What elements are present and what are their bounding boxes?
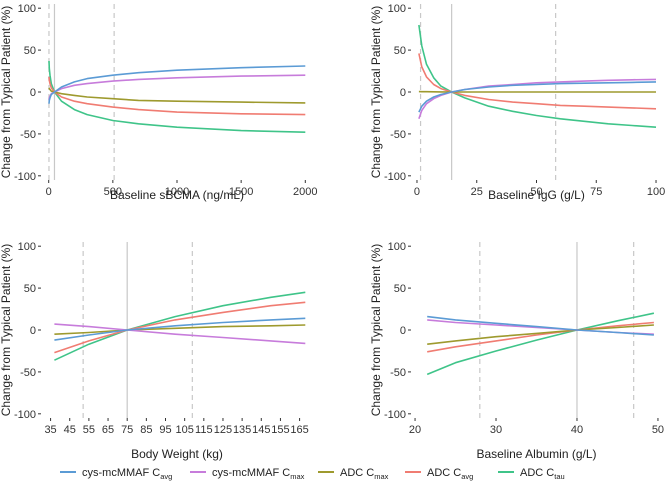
y-tick-label: 0	[400, 87, 406, 99]
series-line-adc-ctau	[419, 25, 656, 127]
legend-label: cys-mcMMAF Cmax	[212, 467, 305, 481]
x-tick-label: 115	[195, 424, 213, 436]
series-line-cys-mcmmaf-cavg	[54, 318, 305, 340]
x-tick-label: 35	[44, 424, 56, 436]
y-tick-label: -100	[384, 409, 406, 421]
x-tick-label: 0	[46, 186, 52, 198]
y-tick-label: -100	[14, 409, 36, 421]
x-tick-label: 20	[409, 424, 421, 436]
x-tick-label: 50	[652, 424, 664, 436]
legend-label: ADC Cavg	[427, 467, 473, 481]
x-axis-label: Baseline sBCMA (ng/mL)	[110, 188, 244, 202]
x-tick-label: 2000	[293, 186, 317, 198]
legend-label: ADC Cmax	[340, 467, 389, 481]
panel-4: -100 -50 0 50 100 20 30 40 50 Baseline Albumin (g…	[369, 241, 664, 461]
series-line-adc-cmax	[49, 88, 305, 103]
y-tick-label: -50	[20, 129, 36, 141]
y-tick-label: 0	[30, 87, 36, 99]
x-tick-label: 40	[571, 424, 583, 436]
x-axis-label: Baseline IgG (g/L)	[488, 188, 585, 202]
series-line-cys-mcmmaf-cmax	[419, 79, 656, 118]
y-axis-label: Change from Typical Patient (%)	[0, 6, 13, 179]
y-tick-label: 100	[18, 241, 36, 253]
x-tick-label: 165	[290, 424, 308, 436]
x-tick-label: 55	[83, 424, 95, 436]
y-tick-label: -50	[390, 367, 406, 379]
y-tick-label: 100	[388, 3, 406, 15]
x-tick-label: 125	[214, 424, 232, 436]
y-tick-label: -50	[20, 367, 36, 379]
x-tick-label: 75	[590, 186, 602, 198]
y-tick-label: 50	[394, 283, 406, 295]
x-tick-label: 155	[271, 424, 289, 436]
legend-label: ADC Ctau	[520, 467, 565, 481]
series-line-cys-mcmmaf-cavg	[49, 66, 305, 104]
x-tick-label: 145	[252, 424, 270, 436]
x-tick-label: 45	[64, 424, 76, 436]
legend: cys-mcMMAF Cavg cys-mcMMAF Cmax ADC Cmax AD…	[60, 467, 565, 481]
y-tick-label: 100	[18, 3, 36, 15]
x-tick-label: 0	[414, 186, 420, 198]
series-line-adc-cavg	[49, 77, 305, 115]
legend-label: cys-mcMMAF Cavg	[82, 467, 172, 481]
x-tick-label: 135	[233, 424, 251, 436]
x-tick-label: 95	[159, 424, 171, 436]
y-tick-label: 50	[394, 45, 406, 57]
y-axis-label: Change from Typical Patient (%)	[0, 244, 13, 417]
y-tick-label: 50	[24, 283, 36, 295]
x-tick-label: 65	[102, 424, 114, 436]
y-tick-label: -100	[384, 171, 406, 183]
x-tick-label: 85	[140, 424, 152, 436]
y-tick-label: 100	[388, 241, 406, 253]
x-tick-label: 75	[121, 424, 133, 436]
y-tick-label: 50	[24, 45, 36, 57]
x-tick-label: 25	[471, 186, 483, 198]
x-axis-label: Baseline Albumin (g/L)	[476, 447, 596, 461]
y-axis-label: Change from Typical Patient (%)	[369, 244, 383, 417]
x-tick-label: 30	[490, 424, 502, 436]
y-tick-label: -50	[390, 129, 406, 141]
x-tick-label: 100	[647, 186, 665, 198]
y-axis-label: Change from Typical Patient (%)	[369, 6, 383, 179]
x-tick-label: 105	[175, 424, 193, 436]
y-tick-label: 0	[30, 325, 36, 337]
y-tick-label: 0	[400, 325, 406, 337]
x-axis-label: Body Weight (kg)	[131, 447, 223, 461]
y-tick-label: -100	[14, 171, 36, 183]
series-line-adc-cavg	[419, 53, 656, 108]
